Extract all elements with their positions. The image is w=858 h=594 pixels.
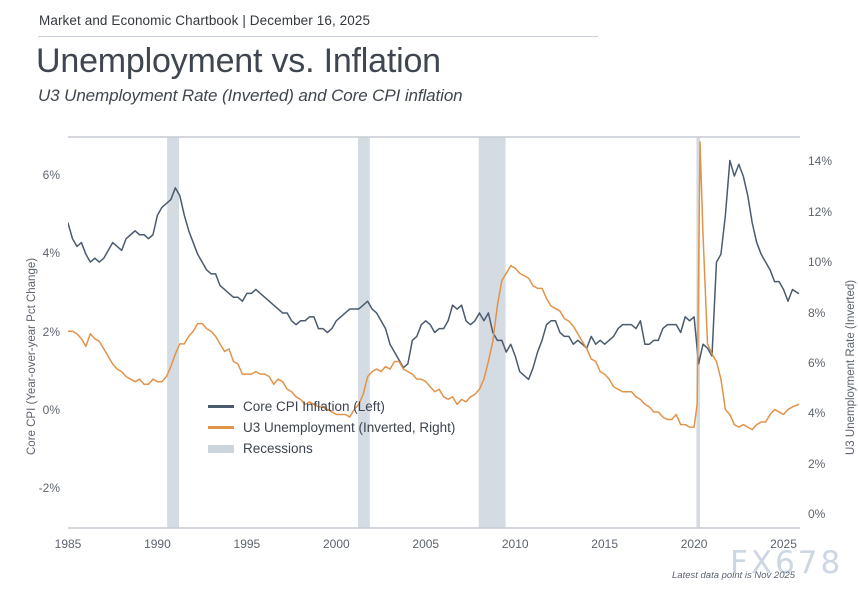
y-tick-left-1: 4% <box>42 246 60 261</box>
y-tick-right-6: 12% <box>808 204 833 219</box>
chartbook-kicker: Market and Economic Chartbook | December… <box>39 13 371 28</box>
legend-item-unemployment: U3 Unemployment (Inverted, Right) <box>208 417 455 438</box>
x-tick-1: 1990 <box>144 537 171 551</box>
u3-unemployment-line <box>68 141 800 431</box>
x-tick-3: 2000 <box>322 537 350 551</box>
legend-item-cpi: Core CPI Inflation (Left) <box>208 396 455 417</box>
legend-swatch-cpi-icon <box>208 405 234 408</box>
y-tick-right-2: 4% <box>808 406 826 421</box>
y-tick-right-1: 2% <box>808 456 826 471</box>
legend-label-cpi: Core CPI Inflation (Left) <box>243 399 385 414</box>
y-tick-left-0: 6% <box>42 168 60 183</box>
source-note: Latest data point is Nov 2025 <box>672 570 796 581</box>
y-tick-left-3: 0% <box>42 402 60 417</box>
y-tick-left-2: 2% <box>42 324 60 339</box>
page-title: Unemployment vs. Inflation <box>36 42 441 80</box>
legend-swatch-recession-icon <box>208 444 234 453</box>
legend-label-recessions: Recessions <box>243 441 313 456</box>
y-tick-left-4: -2% <box>38 480 60 495</box>
recession-band <box>357 137 370 528</box>
x-tick-7: 2020 <box>680 537 708 551</box>
x-tick-2: 1995 <box>233 537 261 551</box>
y-axis-left-title: Core CPI (Year-over-year Pct Change) <box>26 257 38 455</box>
y-tick-right-0: 0% <box>808 507 826 522</box>
header-divider <box>38 36 598 37</box>
y-tick-right-5: 10% <box>808 255 833 270</box>
recession-band <box>167 137 180 528</box>
legend-label-unemployment: U3 Unemployment (Inverted, Right) <box>243 420 456 435</box>
chart-legend: Core CPI Inflation (Left) U3 Unemploymen… <box>208 396 455 459</box>
x-tick-8: 2025 <box>770 537 797 551</box>
x-tick-6: 2015 <box>591 537 618 551</box>
y-tick-right-3: 6% <box>808 356 826 371</box>
x-tick-5: 2010 <box>501 537 529 551</box>
cpi-inflation-line <box>68 159 800 381</box>
page-subtitle: U3 Unemployment Rate (Inverted) and Core… <box>38 86 463 105</box>
y-tick-right-4: 8% <box>808 305 826 320</box>
x-tick-4: 2005 <box>412 537 440 551</box>
fx678-watermark: FX678 <box>730 545 844 581</box>
x-tick-0: 1985 <box>54 537 82 551</box>
legend-item-recessions: Recessions <box>208 438 455 459</box>
y-tick-right-7: 14% <box>808 154 833 169</box>
legend-swatch-unemployment-icon <box>208 426 234 429</box>
